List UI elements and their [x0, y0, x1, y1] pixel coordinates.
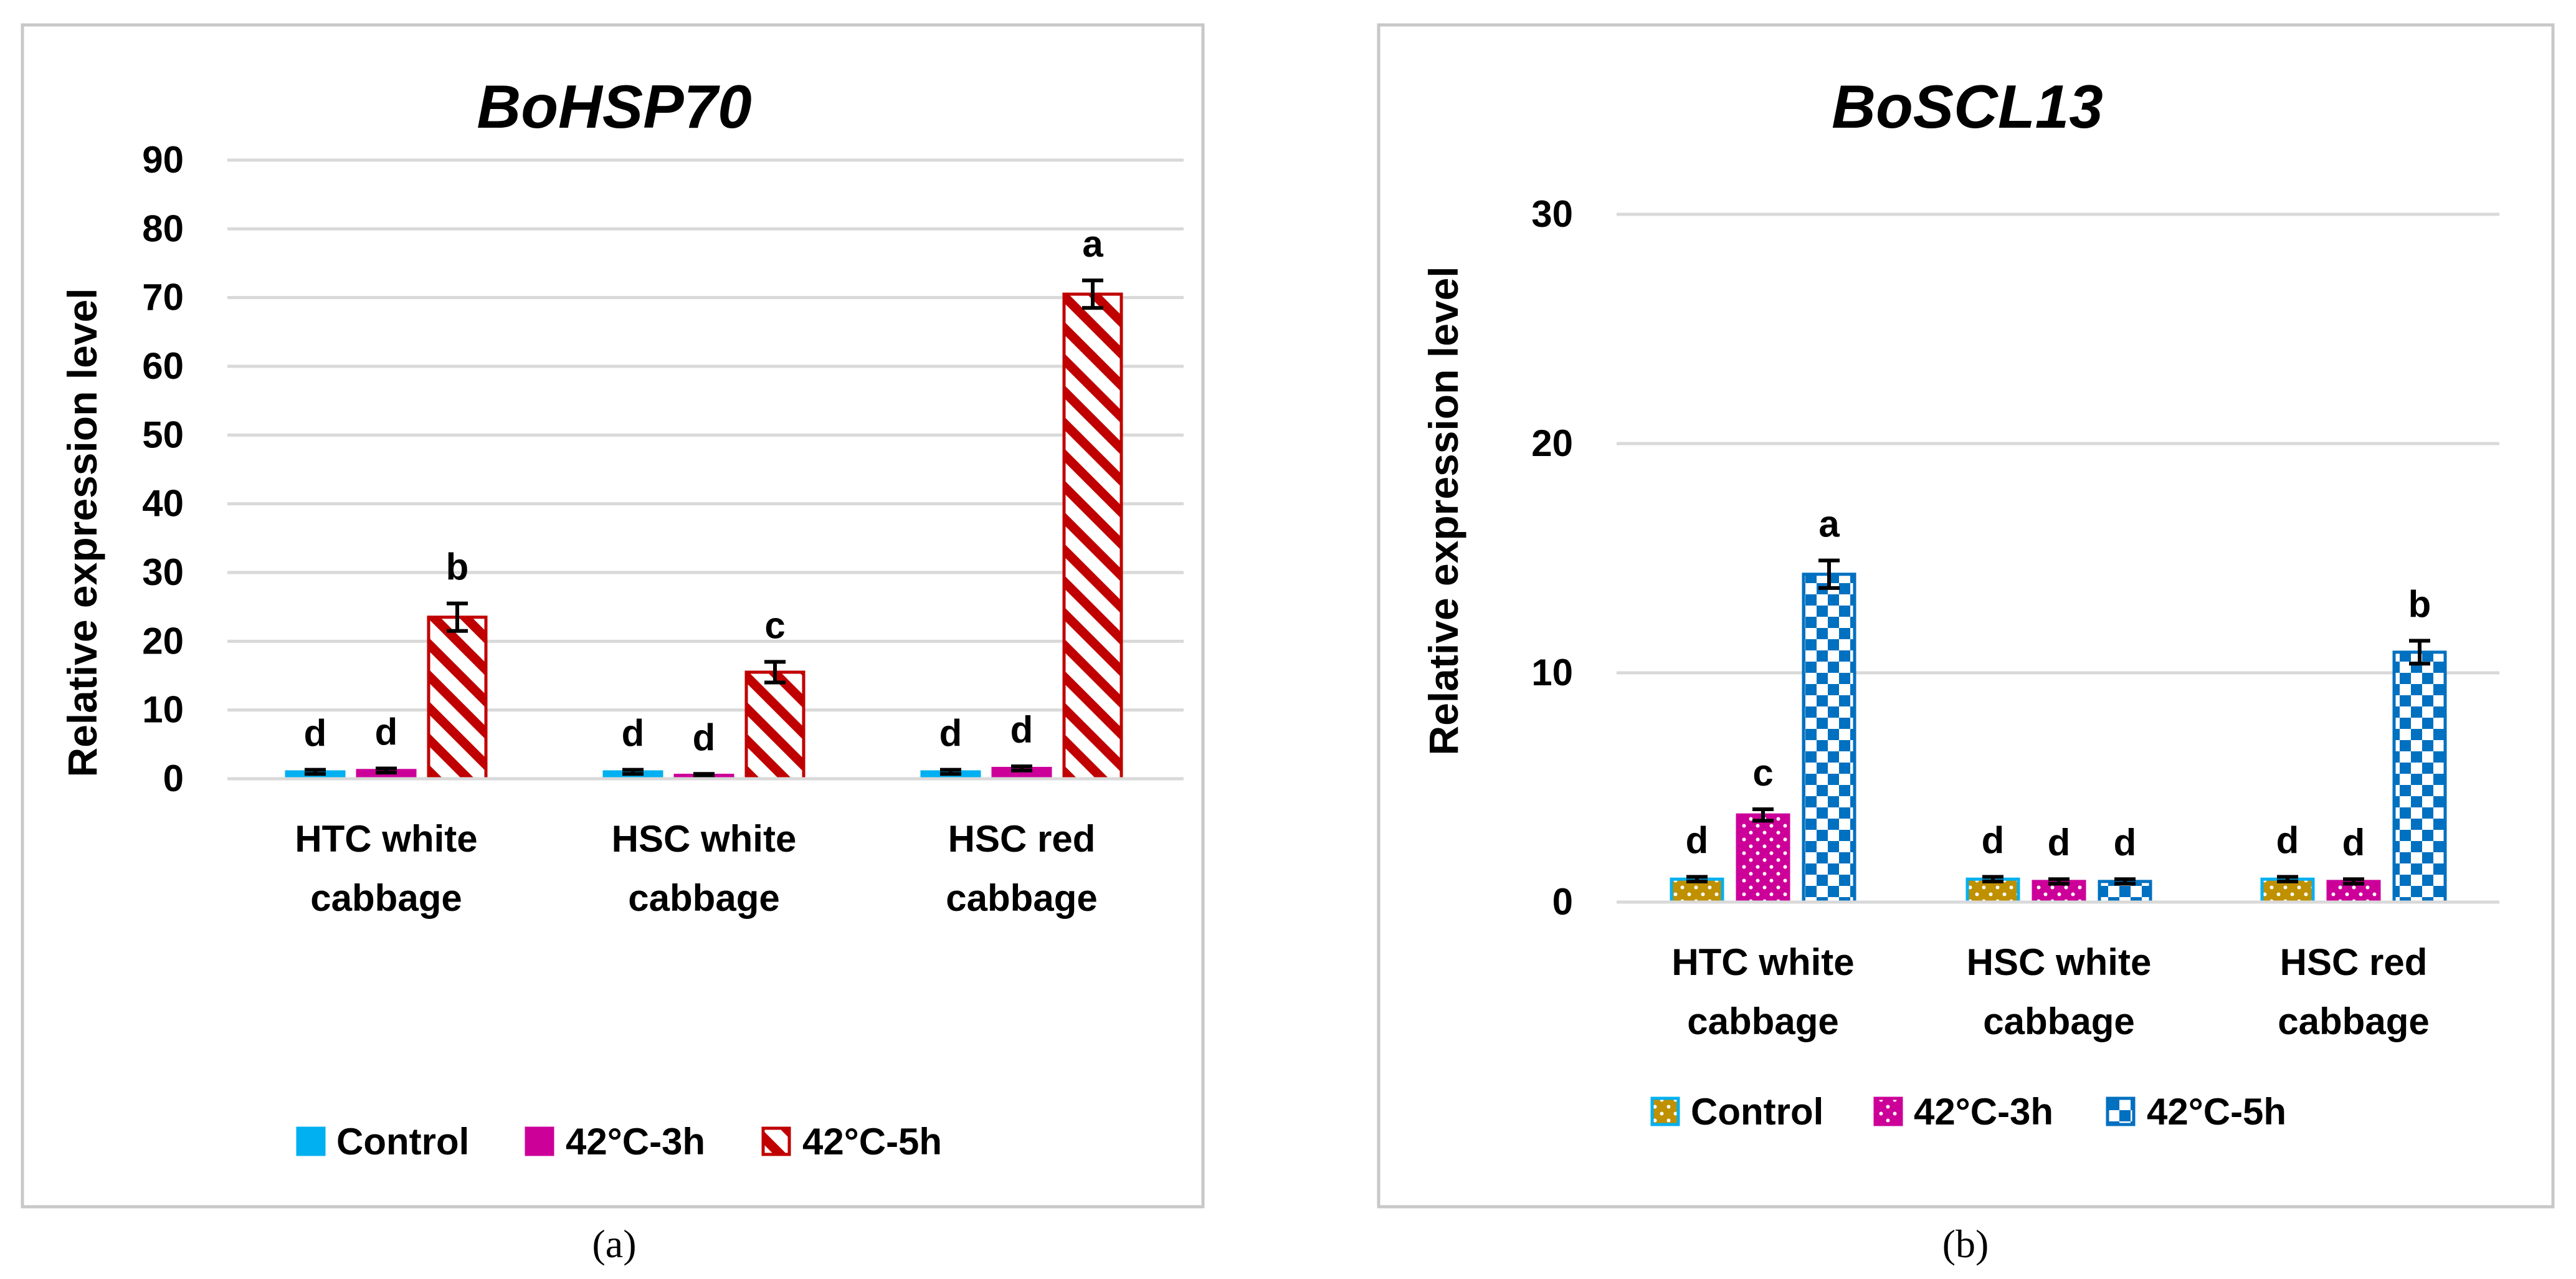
bar — [1062, 292, 1123, 781]
bar — [744, 670, 806, 781]
legend-label: Control — [1691, 1091, 1823, 1133]
significance-letter: d — [693, 716, 716, 758]
legend-swatch — [1650, 1096, 1680, 1126]
x-tick-label: HSC white — [612, 818, 797, 860]
x-tick-label: HSC white — [1967, 941, 2152, 983]
chart-a-plot: 0 10 20 30 40 50 60 70 80 90 HTC white cabbage HSC w… — [142, 139, 1184, 1163]
y-tick-label: 0 — [1552, 881, 1573, 923]
panel-b-frame — [1377, 23, 2555, 1209]
legend-label: 42°C-5h — [2147, 1091, 2286, 1133]
panel-b-label: (b) — [1942, 1222, 1989, 1266]
chart-b-ylabel: Relative expression level — [1420, 266, 1466, 755]
significance-letter: b — [446, 546, 469, 588]
bar — [2392, 650, 2447, 904]
x-tick-label: cabbage — [946, 877, 1097, 919]
significance-letter: c — [1752, 752, 1773, 794]
y-tick-label: 70 — [142, 277, 184, 318]
significance-letter: b — [2408, 583, 2431, 625]
panel-a-label: (a) — [592, 1222, 636, 1266]
y-tick-label: 80 — [142, 207, 184, 249]
y-tick-label: 30 — [1531, 193, 1573, 235]
significance-letter: d — [1010, 709, 1034, 751]
bar — [1670, 877, 1724, 904]
legend-label: 42°C-5h — [802, 1121, 942, 1163]
y-tick-label: 40 — [142, 483, 184, 525]
significance-letter: d — [622, 713, 645, 754]
significance-letter: d — [2342, 822, 2365, 863]
x-tick-label: HSC red — [2280, 941, 2428, 983]
significance-letter: a — [1082, 223, 1103, 265]
bar — [427, 616, 488, 781]
chart-a-title: BoHSP70 — [477, 72, 751, 141]
significance-letter: d — [304, 713, 327, 754]
significance-letter: a — [1818, 503, 1840, 545]
y-tick-label: 0 — [163, 758, 184, 799]
bar — [1736, 813, 1790, 904]
y-tick-label: 30 — [142, 551, 184, 593]
significance-letter: d — [1982, 820, 2005, 862]
x-tick-label: cabbage — [1687, 1001, 1838, 1042]
x-tick-label: cabbage — [628, 877, 779, 919]
significance-letter: d — [2048, 822, 2071, 863]
y-tick-label: 10 — [142, 689, 184, 731]
legend-label: 42°C-3h — [1914, 1091, 2053, 1133]
significance-letter: d — [939, 713, 962, 754]
bar — [1802, 573, 1856, 904]
y-tick-label: 60 — [142, 345, 184, 387]
y-tick-label: 50 — [142, 414, 184, 455]
significance-letter: c — [764, 604, 785, 646]
x-tick-label: HTC white — [1671, 941, 1854, 983]
chart-b-plot: 0 10 20 30 HTC white cabbage HSC white cabbage H… — [1531, 193, 2499, 1133]
x-tick-label: HTC white — [295, 818, 477, 860]
significance-letter: d — [2114, 822, 2137, 863]
chart-a-ylabel: Relative expression level — [59, 288, 105, 777]
significance-letter: d — [2276, 820, 2299, 862]
panel-a-frame — [21, 23, 1205, 1209]
y-tick-label: 10 — [1531, 652, 1573, 693]
legend-label: 42°C-3h — [566, 1121, 705, 1163]
y-tick-label: 20 — [142, 620, 184, 662]
x-tick-label: HSC red — [948, 818, 1096, 860]
x-tick-label: cabbage — [2278, 1001, 2429, 1042]
legend-swatch — [525, 1126, 554, 1156]
x-tick-label: cabbage — [310, 877, 462, 919]
y-tick-label: 20 — [1531, 422, 1573, 464]
x-tick-label: cabbage — [1983, 1001, 2134, 1042]
y-tick-label: 90 — [142, 139, 184, 181]
legend-label: Control — [336, 1121, 469, 1163]
legend-swatch — [296, 1126, 326, 1156]
significance-letter: d — [1686, 820, 1709, 862]
legend-swatch — [1873, 1096, 1903, 1126]
legend-swatch — [761, 1126, 791, 1156]
significance-letter: d — [375, 711, 398, 753]
chart-b-title: BoSCL13 — [1832, 72, 2103, 141]
legend-swatch — [2106, 1096, 2136, 1126]
